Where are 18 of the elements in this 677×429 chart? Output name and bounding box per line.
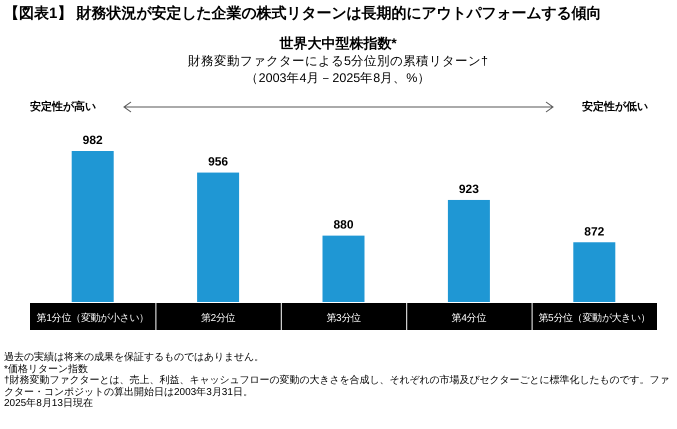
text: 2025年8月13日現在 [4,398,94,410]
data-label: 982 [82,133,104,147]
text: 安定性が高い [30,100,96,113]
chart-subtitle: 世界大中型株指数* 財務変動ファクターによる5分位別の累積リターン† （2003年4月－2025年8月、%） [188,35,488,85]
data-label: 872 [584,224,605,238]
chart-title: 【図表1】 財務状況が安定した企業の株式リターンは長期的にアウトパフォームする傾向 [4,4,602,23]
data-label: 956 [208,154,228,169]
text: *価格リターン指数 [4,364,89,374]
data-label: 880 [333,218,354,232]
text: 安定性が低い [582,100,648,113]
x-tick-label: 第2分位 [200,312,236,324]
x-tick-label: 第5分位（変動が大きい） [538,312,650,324]
x-tick-label: 第4分位 [452,312,486,324]
text: 過去の実績は将来の成果を保証するものではありません。 [4,352,265,364]
x-tick-label: 第3分位 [326,312,361,324]
data-label: 923 [458,182,480,196]
text: †財務変動ファクターとは、売上、利益、キャッシュフローの変動の大きさを合成し、それぞれの市場及びセクターごとに標準化したものです。ファクター・コンポジットの算出開始日は2003年3月31日。 [4,375,671,398]
x-tick-label: 第1分位（変動が小さい） [36,312,149,324]
